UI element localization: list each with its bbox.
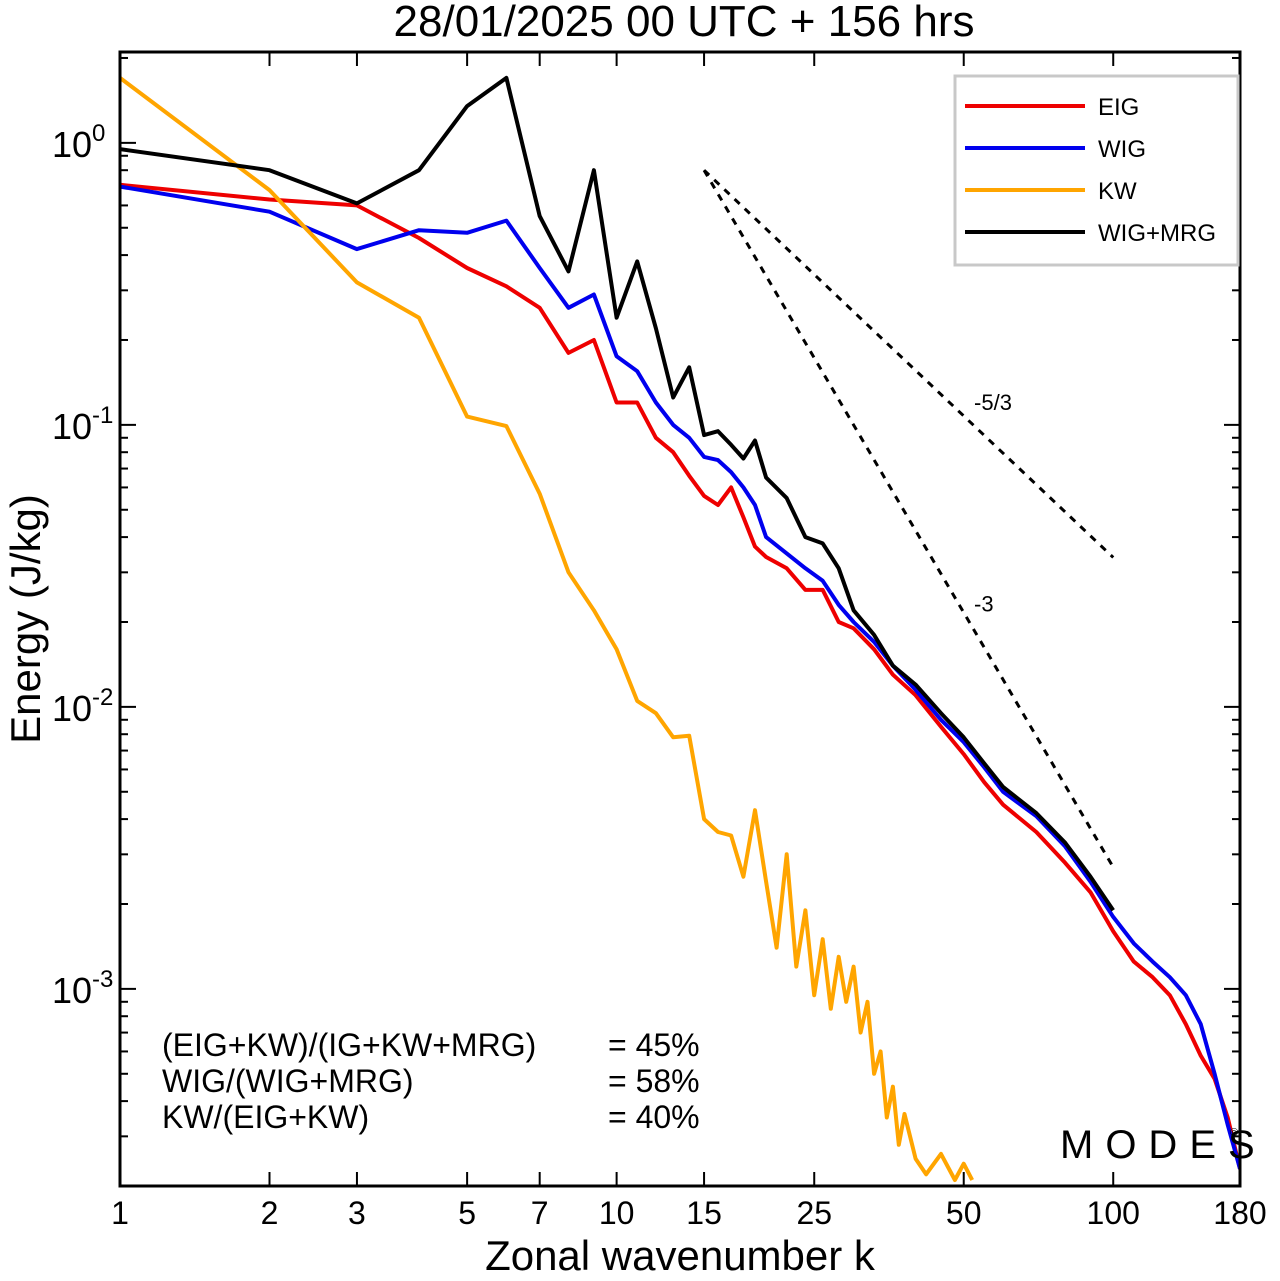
watermark-text: MODES (1060, 1123, 1267, 1167)
annotation-value: = 58% (608, 1063, 700, 1099)
annotation-label: WIG/(WIG+MRG) (162, 1063, 414, 1099)
slope-line (702, 169, 1115, 868)
x-tick-label: 3 (348, 1195, 366, 1231)
x-tick-label: 50 (946, 1195, 982, 1231)
x-tick-label: 7 (531, 1195, 549, 1231)
annotation-value: = 40% (608, 1099, 700, 1135)
x-tick-label: 5 (458, 1195, 476, 1231)
x-tick-label: 10 (599, 1195, 635, 1231)
ratio-annotations: (EIG+KW)/(IG+KW+MRG) = 45% WIG/(WIG+MRG) = … (162, 1027, 700, 1135)
y-tick-label: 100 (52, 120, 105, 165)
copyright-mark: © (1230, 1127, 1238, 1139)
x-tick-label: 1 (111, 1195, 129, 1231)
x-tick-label: 25 (796, 1195, 832, 1231)
y-tick-labels: 100 10-1 10-2 10-3 (52, 120, 113, 1011)
slope-label: -3 (974, 591, 994, 616)
x-tick-label: 15 (686, 1195, 722, 1231)
reference-slope-lines (702, 169, 1115, 868)
series-line (120, 75, 1115, 912)
modes-watermark: MODES © (1060, 1123, 1267, 1167)
plot-frame (118, 50, 1242, 1188)
x-tick-label: 2 (261, 1195, 279, 1231)
legend-label: KW (1098, 178, 1137, 205)
y-tick-label: 10-1 (52, 402, 113, 447)
y-tick-label: 10-2 (52, 684, 113, 729)
annotation-label: KW/(EIG+KW) (162, 1099, 369, 1135)
y-tick-label: 10-3 (52, 966, 113, 1011)
slope-line (703, 169, 1115, 559)
chart-title: 28/01/2025 00 UTC + 156 hrs (394, 0, 975, 46)
x-tick-labels: 1 2 3 5 7 10 15 25 50 100 180 (111, 1195, 1267, 1231)
x-tick-label: 100 (1087, 1195, 1140, 1231)
series-lines (120, 75, 1240, 1182)
legend-label: WIG+MRG (1098, 220, 1216, 247)
legend-label: WIG (1098, 136, 1146, 163)
series-line (120, 184, 1240, 1170)
legend-label: EIG (1098, 94, 1139, 121)
slope-label: -5/3 (974, 390, 1012, 415)
series-line (120, 182, 1240, 1170)
annotation-value: = 45% (608, 1027, 700, 1063)
x-axis-label: Zonal wavenumber k (485, 1232, 876, 1279)
x-tick-label: 180 (1213, 1195, 1266, 1231)
legend: EIG WIG KW WIG+MRG (953, 74, 1240, 267)
annotation-label: (EIG+KW)/(IG+KW+MRG) (162, 1027, 536, 1063)
series-line (120, 76, 974, 1182)
y-axis-label: Energy (J/kg) (2, 494, 49, 744)
